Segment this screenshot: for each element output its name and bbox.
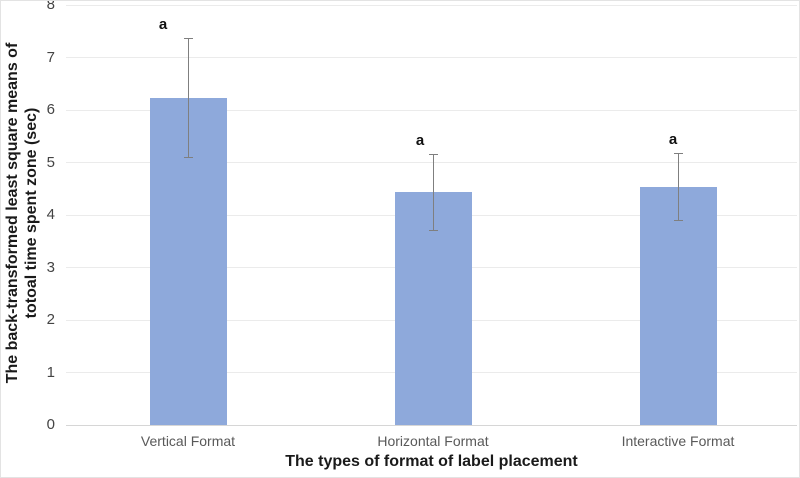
error-bar-bottom-cap bbox=[428, 230, 438, 232]
y-axis-title-line1: The back-transformed least square means … bbox=[4, 42, 21, 384]
gridline bbox=[66, 109, 797, 111]
error-bar-top-cap bbox=[673, 153, 683, 155]
error-bar bbox=[432, 154, 434, 231]
gridline bbox=[66, 4, 797, 6]
error-bar-top-cap bbox=[183, 38, 193, 40]
significance-letter: a bbox=[668, 131, 678, 149]
category-label: Vertical Format bbox=[140, 433, 236, 449]
significance-letter: a bbox=[415, 132, 425, 150]
category-label: Interactive Format bbox=[621, 433, 735, 449]
bar bbox=[639, 186, 717, 425]
y-tick-label: 4 bbox=[46, 206, 55, 223]
y-tick-label: 6 bbox=[46, 101, 55, 118]
error-bar-top-cap bbox=[428, 154, 438, 156]
y-tick-label: 2 bbox=[46, 311, 55, 328]
y-tick-label: 5 bbox=[46, 153, 55, 171]
y-tick-label: 7 bbox=[46, 48, 55, 66]
error-bar bbox=[187, 38, 189, 157]
category-label: Horizontal Format bbox=[377, 433, 489, 449]
gridline bbox=[66, 57, 797, 58]
error-bar-bottom-cap bbox=[673, 219, 683, 221]
y-tick-label: 1 bbox=[46, 363, 55, 381]
error-bar bbox=[677, 153, 679, 220]
x-axis-title: The types of format of label placement bbox=[285, 453, 578, 470]
x-axis-line bbox=[66, 424, 797, 426]
y-tick-label: 0 bbox=[46, 416, 55, 433]
y-tick-label: 3 bbox=[46, 258, 55, 276]
error-bar-bottom-cap bbox=[183, 156, 193, 158]
gridline bbox=[66, 162, 797, 163]
significance-letter: a bbox=[158, 16, 168, 34]
y-tick-label: 8 bbox=[46, 0, 55, 13]
